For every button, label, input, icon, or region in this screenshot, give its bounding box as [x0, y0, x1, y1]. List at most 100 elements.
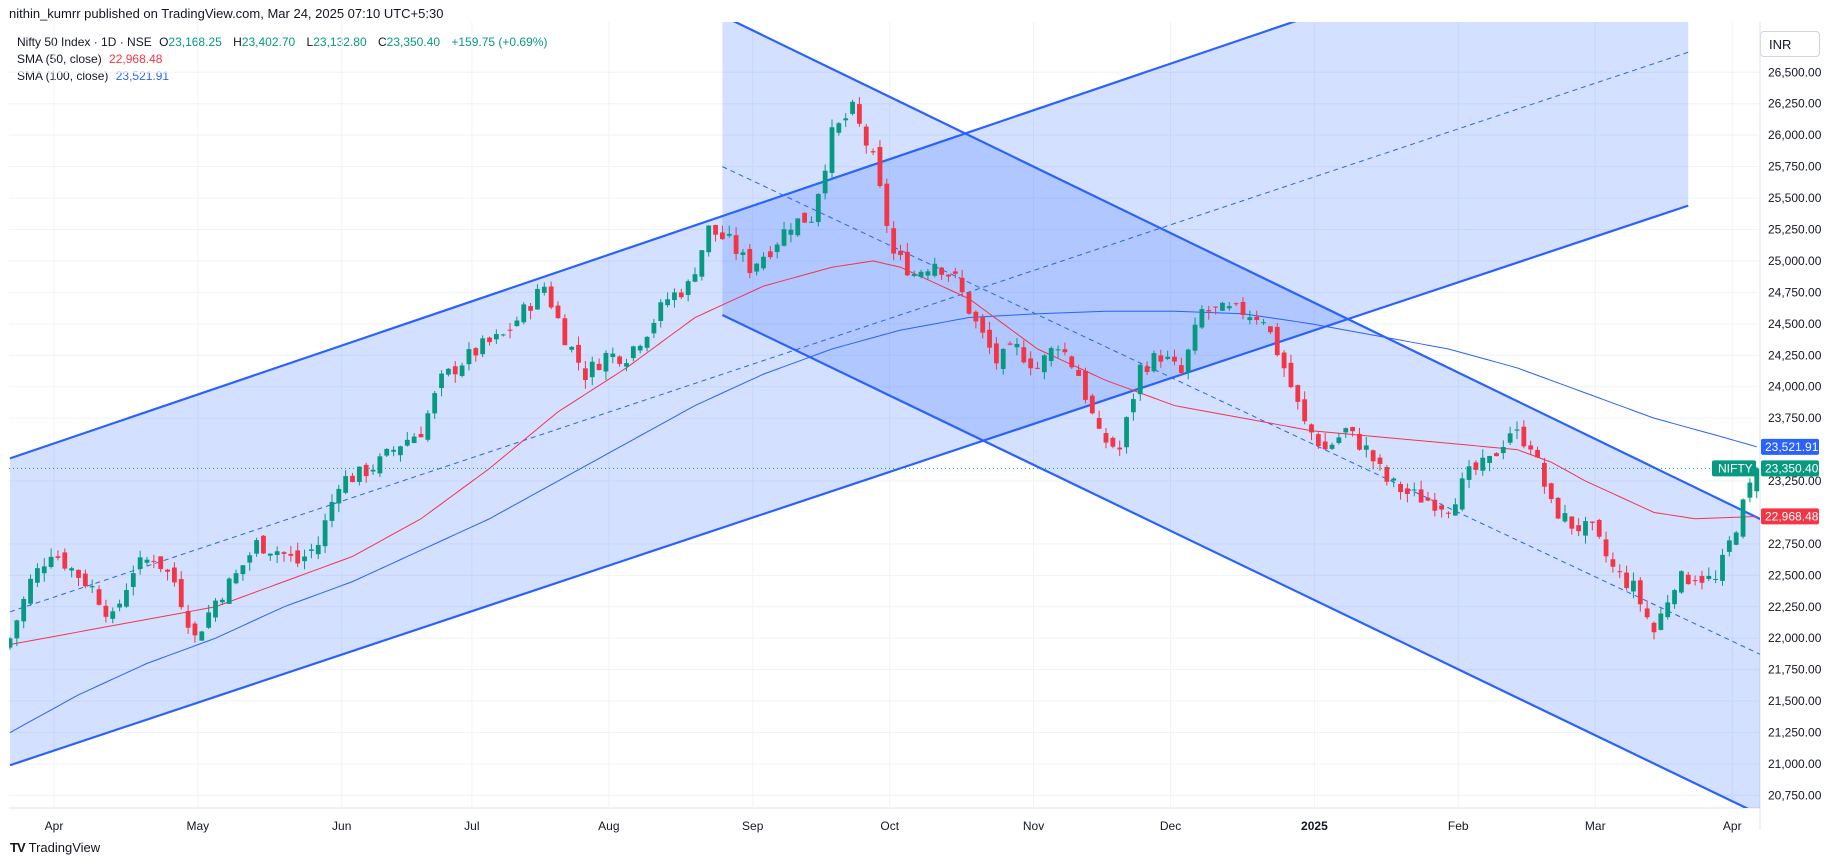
- candle-body: [172, 567, 177, 583]
- candle-body: [1343, 428, 1349, 433]
- candle: [747, 243, 753, 279]
- candle: [1576, 518, 1582, 537]
- x-tick-label: Oct: [880, 819, 899, 833]
- candle-body: [76, 569, 81, 578]
- ascending-channel-median: [9, 51, 1689, 613]
- sma50-label: SMA (50, close): [17, 52, 102, 66]
- tradingview-logo[interactable]: TV TradingView: [10, 840, 100, 855]
- candle-body: [309, 549, 314, 551]
- candle: [1302, 391, 1308, 425]
- candle: [1048, 346, 1054, 367]
- candle: [644, 336, 650, 352]
- candle-body: [1405, 488, 1410, 494]
- candle: [1172, 349, 1177, 366]
- candle-body: [1110, 437, 1116, 447]
- candle-body: [1726, 540, 1732, 552]
- candle-body: [939, 267, 944, 275]
- x-tick-label: Jul: [464, 819, 479, 833]
- candle: [809, 216, 814, 223]
- candle: [596, 358, 602, 371]
- candle: [1706, 567, 1712, 582]
- candle: [1069, 355, 1075, 369]
- y-tick-label: 26,500.00: [1768, 65, 1822, 79]
- candle: [1336, 432, 1342, 445]
- candle-body: [521, 304, 527, 323]
- y-tick-label: 21,500.00: [1768, 694, 1822, 708]
- candle: [137, 550, 143, 575]
- candle-body: [1720, 554, 1725, 581]
- candle: [1685, 571, 1691, 585]
- candle: [1583, 516, 1588, 544]
- x-tick-label: Apr: [45, 819, 64, 833]
- candle: [1261, 318, 1266, 326]
- candle-body: [1041, 355, 1047, 373]
- candle: [1288, 354, 1294, 389]
- candle-body: [610, 353, 616, 358]
- candle-body: [576, 344, 581, 363]
- candle: [1000, 348, 1006, 375]
- y-tick-label: 24,000.00: [1768, 380, 1822, 394]
- candle-body: [425, 413, 431, 440]
- candle: [1726, 536, 1732, 557]
- candle: [781, 221, 787, 247]
- candle: [411, 433, 417, 444]
- candle-body: [1055, 349, 1061, 351]
- candle-body: [857, 104, 862, 124]
- candle-body: [89, 586, 95, 588]
- candle-body: [1268, 326, 1273, 333]
- candle-body: [1165, 356, 1171, 359]
- candle-body: [1048, 348, 1054, 361]
- candle: [103, 599, 109, 623]
- candle-body: [137, 557, 143, 570]
- candle-body: [761, 256, 766, 269]
- candle-body: [55, 556, 61, 558]
- candle-body: [96, 589, 102, 605]
- candle: [1494, 452, 1499, 457]
- candle: [1021, 340, 1027, 364]
- candle: [904, 243, 910, 277]
- candle: [452, 361, 458, 383]
- high-value: 23,402.70: [241, 35, 296, 49]
- candle: [76, 569, 81, 587]
- candle-body: [1740, 499, 1746, 537]
- candle: [315, 536, 321, 560]
- candle: [966, 291, 972, 315]
- candle: [55, 550, 61, 561]
- candle-body: [754, 263, 760, 272]
- candle: [1665, 594, 1671, 620]
- legend-sma50-row[interactable]: SMA (50, close) 22,968.48: [17, 51, 551, 68]
- legend-symbol-row[interactable]: Nifty 50 Index · 1D · NSE O23,168.25 H23…: [17, 34, 551, 51]
- candle-body: [535, 288, 540, 310]
- candle-body: [747, 249, 753, 274]
- candle-body: [583, 368, 588, 380]
- candle: [1535, 446, 1540, 459]
- y-tick-label: 26,250.00: [1768, 97, 1822, 111]
- candle: [1740, 498, 1746, 539]
- candle-body: [1350, 427, 1355, 432]
- candle-body: [514, 320, 520, 327]
- candle: [713, 224, 718, 242]
- candle: [884, 178, 890, 234]
- candle-body: [1699, 575, 1705, 583]
- candle-body: [281, 552, 287, 554]
- candle-body: [692, 274, 698, 282]
- price-label-nifty: 23,350.40 NIFTY: [1712, 460, 1819, 477]
- candle: [28, 574, 33, 606]
- candle-body: [994, 343, 999, 364]
- candle: [185, 604, 191, 634]
- candle-body: [1555, 497, 1561, 519]
- y-tick-label: 22,250.00: [1768, 600, 1822, 614]
- candle: [898, 244, 903, 261]
- currency-selector[interactable]: INR: [1760, 31, 1820, 57]
- candle-body: [589, 361, 595, 378]
- change-value: +159.75 (+0.69%): [451, 35, 548, 49]
- candle: [1035, 361, 1040, 370]
- y-tick-label: 24,500.00: [1768, 317, 1822, 331]
- x-tick-label: Feb: [1448, 819, 1469, 833]
- candle-body: [617, 356, 623, 364]
- candle-body: [987, 329, 992, 348]
- close-value: 23,350.40: [386, 35, 441, 49]
- candle-body: [1261, 322, 1266, 324]
- candle-body: [1021, 347, 1027, 363]
